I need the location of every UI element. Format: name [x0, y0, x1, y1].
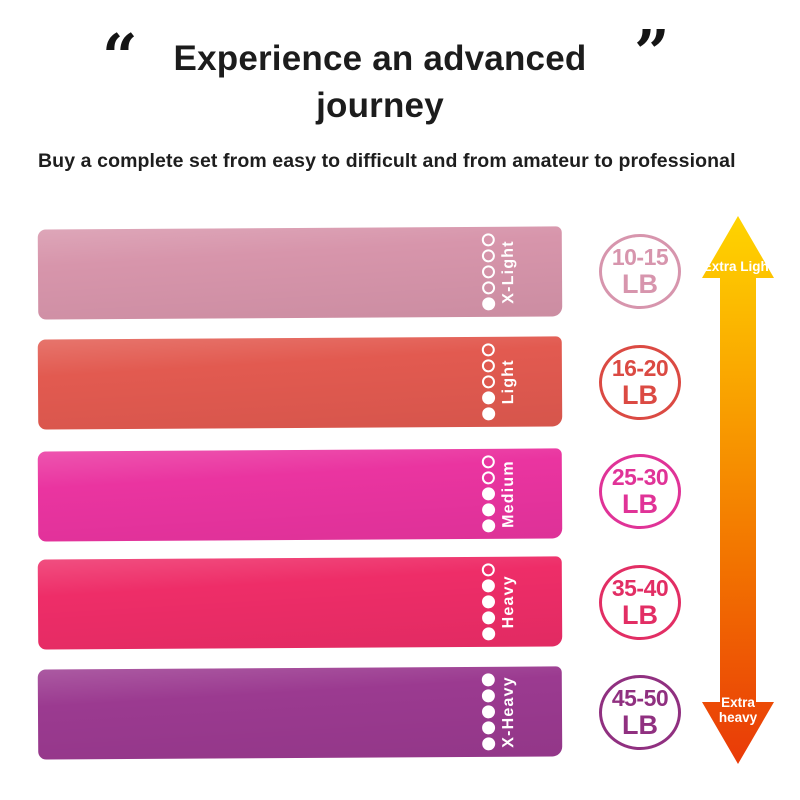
weight-unit: LB [622, 268, 658, 299]
empty-dot-icon [481, 249, 495, 263]
weight-unit: LB [622, 488, 658, 519]
band-marks: X-Heavy [481, 673, 518, 751]
weight-unit: LB [622, 709, 658, 740]
weight-unit: LB [622, 599, 658, 630]
empty-dot-icon [482, 281, 496, 295]
empty-dot-icon [481, 265, 496, 279]
weight-range: 16-20 [611, 354, 669, 381]
empty-dot-icon [481, 471, 495, 485]
band-marks: Medium [481, 455, 518, 533]
filled-dot-icon [482, 391, 496, 405]
filled-dot-icon [482, 297, 496, 311]
filled-dot-icon [482, 519, 496, 533]
band-level-dots [481, 343, 496, 421]
filled-dot-icon [481, 705, 496, 719]
filled-dot-icon [481, 689, 495, 703]
filled-dot-icon [481, 579, 495, 593]
band-level-label: Light [499, 359, 518, 405]
close-quote-icon: ” [634, 16, 670, 89]
band-level-label: X-Light [499, 239, 518, 304]
band-level-dots [481, 233, 496, 311]
arrow-bottom-label: Extra heavy [718, 695, 758, 726]
filled-dot-icon [482, 721, 496, 735]
weight-range: 45-50 [611, 684, 669, 711]
band-level-dots [481, 673, 496, 751]
band-light: Light [37, 336, 563, 430]
weight-range: 10-15 [611, 243, 669, 270]
filled-dot-icon [482, 737, 496, 751]
subtitle: Buy a complete set from easy to difficul… [38, 150, 736, 172]
filled-dot-icon [482, 627, 496, 641]
empty-dot-icon [481, 375, 496, 389]
weight-unit: LB [622, 379, 658, 410]
band-marks: Heavy [481, 563, 518, 641]
empty-dot-icon [481, 563, 495, 577]
empty-dot-icon [481, 455, 495, 469]
open-quote-icon: “ [102, 20, 138, 93]
filled-dot-icon [482, 611, 496, 625]
band-level-dots [481, 563, 496, 641]
page-title-line1: Experience an advanced [173, 39, 587, 78]
weight-badge-medium: 25-30 LB [599, 454, 681, 529]
band-level-label: Medium [499, 459, 518, 528]
empty-dot-icon [481, 233, 495, 247]
band-x-heavy: X-Heavy [37, 666, 563, 760]
page-title: Experience an advanced journey [95, 36, 665, 130]
weight-badge-x-light: 10-15 LB [599, 234, 681, 309]
band-level-dots [481, 455, 496, 533]
weight-badge-heavy: 35-40 LB [599, 565, 681, 640]
empty-dot-icon [481, 343, 495, 357]
empty-dot-icon [481, 359, 495, 373]
weight-badge-x-heavy: 45-50 LB [599, 675, 681, 750]
band-x-light: X-Light [37, 226, 563, 320]
weight-range: 25-30 [611, 463, 669, 490]
band-level-label: X-Heavy [499, 675, 518, 748]
arrow-top-label: Extra Light [702, 259, 774, 274]
filled-dot-icon [481, 673, 495, 687]
filled-dot-icon [481, 595, 496, 609]
band-medium: Medium [37, 448, 563, 542]
filled-dot-icon [482, 503, 496, 517]
weight-range: 35-40 [611, 574, 669, 601]
page-title-line2: journey [316, 85, 444, 125]
weight-badge-light: 16-20 LB [599, 345, 681, 420]
double-arrow-icon [702, 216, 774, 764]
band-marks: X-Light [481, 233, 518, 311]
band-heavy: Heavy [37, 556, 563, 650]
band-level-label: Heavy [499, 575, 518, 629]
difficulty-arrow: Extra Light Extra heavy [702, 216, 774, 764]
band-marks: Light [481, 343, 518, 421]
filled-dot-icon [482, 407, 496, 421]
filled-dot-icon [481, 487, 496, 501]
